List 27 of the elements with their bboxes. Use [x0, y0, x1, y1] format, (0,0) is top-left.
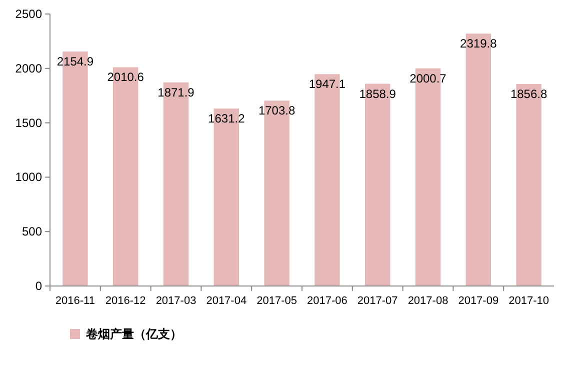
- y-tick-label: 2000: [15, 61, 42, 76]
- data-label: 2319.8: [460, 36, 498, 51]
- x-tick-label: 2017-06: [307, 295, 348, 307]
- data-label: 1871.9: [158, 85, 195, 100]
- x-tick-label: 2017-07: [357, 295, 398, 307]
- x-tick-label: 2016-11: [55, 295, 95, 307]
- y-tick-label: 0: [35, 279, 42, 293]
- data-label: 1856.8: [510, 86, 548, 101]
- x-tick-label: 2017-04: [206, 295, 247, 307]
- x-tick-label: 2017-10: [508, 295, 549, 307]
- data-label: 2154.9: [56, 54, 94, 69]
- y-tick-label: 1000: [15, 170, 42, 184]
- y-tick-label: 2500: [15, 7, 42, 21]
- legend-label: 卷烟产量（亿支）: [85, 327, 182, 341]
- data-label: 1631.2: [208, 112, 246, 126]
- x-tick-label: 2017-05: [256, 295, 297, 307]
- data-label: 1858.9: [359, 86, 396, 101]
- y-tick-label: 500: [22, 224, 42, 239]
- y-tick-label: 1500: [15, 116, 42, 130]
- x-tick-label: 2017-08: [408, 295, 448, 307]
- x-tick-label: 2017-09: [458, 295, 499, 307]
- data-label: 2000.7: [410, 71, 447, 86]
- data-label: 1703.8: [258, 104, 296, 118]
- data-label: 2010.6: [107, 70, 144, 84]
- x-tick-label: 2016-12: [105, 295, 146, 307]
- data-label: 1947.1: [308, 77, 346, 92]
- x-tick-label: 2017-03: [156, 295, 196, 307]
